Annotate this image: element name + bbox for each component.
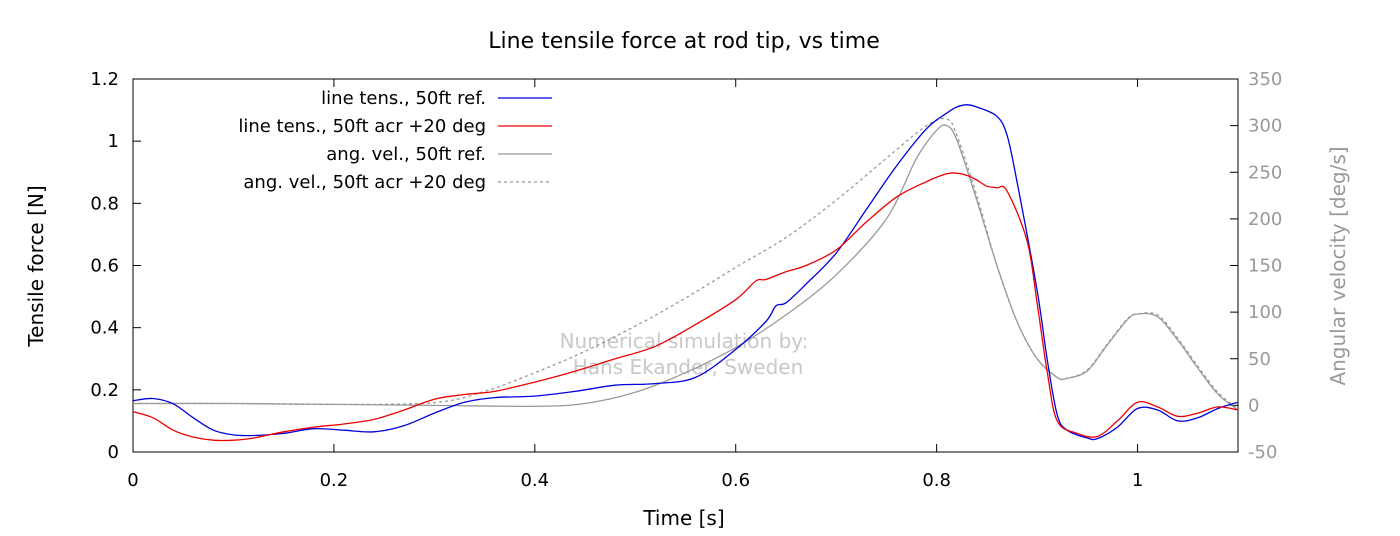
x-tick-label: 0.6 [721,470,750,491]
series-line-tension-acr [132,172,1239,442]
y2-tick-label: 0 [1248,395,1259,416]
x-tick-label: 0.2 [320,470,349,491]
series-line-tension-ref [132,104,1239,441]
legend-label: ang. vel., 50ft acr +20 deg [243,172,486,193]
y2-tick-label: 100 [1248,302,1282,323]
legend-label: line tens., 50ft acr +20 deg [238,116,486,137]
chart-title: Line tensile force at rod tip, vs time [488,29,880,54]
y2-tick-label: -50 [1248,442,1277,463]
y2-tick-label: 250 [1248,162,1282,183]
y-tick-label: 0.6 [90,256,119,277]
series-angvel-acr [132,117,1239,410]
x-tick-label: 1 [1132,470,1143,491]
x-axis-label: Time [s] [642,506,724,530]
y2-tick-label: 150 [1248,256,1282,277]
y2-axis-label: Angular velocity [deg/s] [1326,146,1350,385]
watermark: Numerical simulation by: Hans Ekander, S… [560,329,809,379]
x-tick-label: 0.4 [520,470,549,491]
y2-tick-label: 300 [1248,116,1282,137]
y-tick-label: 0.4 [90,318,119,339]
legend-label: line tens., 50ft ref. [321,88,486,109]
y2-tick-label: 350 [1248,69,1282,90]
legend: line tens., 50ft ref. line tens., 50ft ac… [238,88,552,193]
x-tick-label: 0 [127,470,138,491]
y-axis: 0 0.2 0.4 0.6 0.8 1 1.2 [90,69,141,463]
series-lines [132,104,1239,442]
y-axis-label: Tensile force [N] [24,185,48,347]
y-tick-label: 0.8 [90,193,119,214]
y-tick-label: 1 [108,131,119,152]
watermark-line-2: Hans Ekander, Sweden [573,355,804,379]
y-tick-label: 0 [108,442,119,463]
y2-tick-label: 50 [1248,349,1271,370]
x-axis: 0 0.2 0.4 0.6 0.8 1 [127,79,1143,491]
watermark-line-1: Numerical simulation by: [560,329,809,353]
x-tick-label: 0.8 [922,470,951,491]
y2-axis: -50 0 50 100 150 200 250 300 350 [1230,69,1282,463]
y2-tick-label: 200 [1248,209,1282,230]
y-tick-label: 0.2 [90,380,119,401]
y-tick-label: 1.2 [90,69,119,90]
legend-label: ang. vel., 50ft ref. [326,144,486,165]
